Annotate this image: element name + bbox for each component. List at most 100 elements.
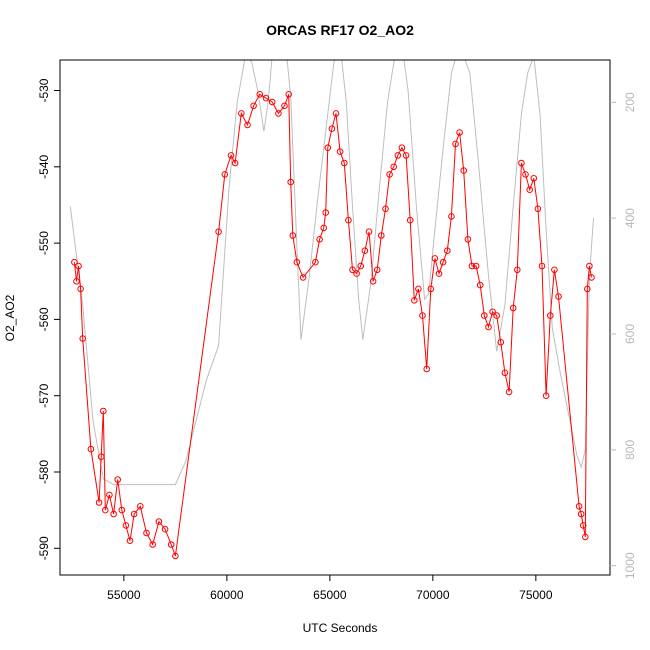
data-point — [489, 308, 496, 316]
data-point — [137, 503, 144, 510]
data-point — [130, 510, 138, 518]
data-point — [341, 159, 348, 167]
data-point — [285, 91, 293, 98]
data-point — [345, 216, 352, 224]
data-point — [312, 258, 319, 266]
y-tick-label: -580 — [37, 460, 51, 484]
y2-tick-label: 400 — [623, 208, 637, 228]
data-point — [452, 140, 459, 148]
data-point — [534, 205, 542, 213]
data-point — [448, 213, 455, 220]
y-axis-right: 200 400 600 800 1000 — [610, 92, 637, 579]
data-point — [97, 453, 105, 461]
data-point — [110, 510, 117, 518]
data-point — [582, 533, 589, 541]
data-point — [114, 476, 121, 483]
series-secondary-path — [69, 60, 594, 486]
data-point — [444, 247, 451, 254]
y2-tick-label: 800 — [623, 440, 637, 460]
data-point — [281, 102, 288, 110]
data-point — [485, 323, 492, 331]
data-point — [378, 232, 385, 239]
data-point — [518, 159, 525, 167]
data-point — [406, 216, 414, 224]
data-point — [102, 506, 109, 514]
data-point — [390, 163, 398, 171]
data-point — [586, 262, 593, 270]
data-point — [324, 144, 332, 151]
y-tick-label: -570 — [37, 383, 51, 407]
data-point — [155, 518, 163, 525]
y-tick-label: -560 — [37, 307, 51, 331]
y-tick-label: -590 — [37, 536, 51, 560]
y2-tick-label: 1000 — [623, 552, 637, 579]
chart-title: ORCAS RF17 O2_AO2 — [266, 22, 414, 38]
data-point — [122, 522, 130, 529]
data-point — [575, 503, 583, 510]
data-point — [369, 278, 377, 285]
series-primary-points — [71, 91, 595, 560]
y-axis-label: O2_AO2 — [3, 294, 17, 341]
data-point — [262, 94, 270, 102]
data-point — [250, 102, 257, 110]
data-point — [464, 236, 472, 243]
data-point — [353, 270, 360, 277]
data-point — [172, 552, 179, 560]
data-point — [584, 285, 591, 293]
data-point — [87, 445, 95, 453]
data-point — [365, 228, 373, 235]
data-point — [221, 171, 229, 178]
x-tick-label: 70000 — [416, 588, 450, 602]
data-point — [244, 121, 251, 129]
data-point — [398, 144, 406, 151]
data-point — [118, 506, 126, 514]
data-point — [551, 266, 558, 274]
data-point — [547, 312, 554, 319]
data-point — [373, 266, 381, 274]
data-point — [394, 152, 402, 159]
data-point — [322, 209, 330, 216]
data-point — [328, 125, 336, 132]
data-point — [320, 224, 328, 232]
data-point — [95, 499, 103, 506]
data-point — [71, 258, 78, 266]
data-point — [435, 270, 443, 277]
y2-tick-label: 200 — [623, 92, 637, 112]
data-point — [555, 293, 562, 300]
data-point — [579, 522, 587, 529]
y-tick-label: -530 — [37, 78, 51, 102]
data-point — [268, 98, 276, 106]
x-axis-label: UTC Seconds — [303, 621, 378, 635]
data-point — [361, 247, 369, 254]
data-point — [100, 407, 107, 415]
data-point — [439, 258, 447, 266]
data-point — [505, 388, 513, 396]
y2-tick-label: 600 — [623, 324, 637, 344]
data-point — [588, 274, 595, 281]
data-point — [357, 262, 365, 270]
data-point — [522, 171, 529, 178]
data-point — [161, 525, 169, 533]
data-point — [299, 274, 307, 281]
data-point — [77, 285, 84, 293]
data-point — [501, 369, 509, 377]
data-point — [316, 236, 323, 243]
data-point — [402, 152, 410, 159]
x-tick-label: 60000 — [210, 588, 244, 602]
data-point — [289, 232, 297, 239]
data-point — [386, 171, 393, 178]
plot-frame — [59, 59, 611, 576]
y-tick-label: -540 — [37, 154, 51, 178]
y-tick-label: -550 — [37, 231, 51, 255]
data-point — [456, 129, 463, 136]
data-point — [79, 335, 86, 342]
x-tick-label: 65000 — [313, 588, 347, 602]
data-point — [382, 205, 389, 213]
data-point — [256, 91, 264, 98]
data-point — [143, 529, 150, 537]
data-point — [227, 152, 235, 159]
data-point — [73, 278, 80, 285]
data-point — [431, 255, 439, 262]
data-point — [106, 491, 113, 499]
